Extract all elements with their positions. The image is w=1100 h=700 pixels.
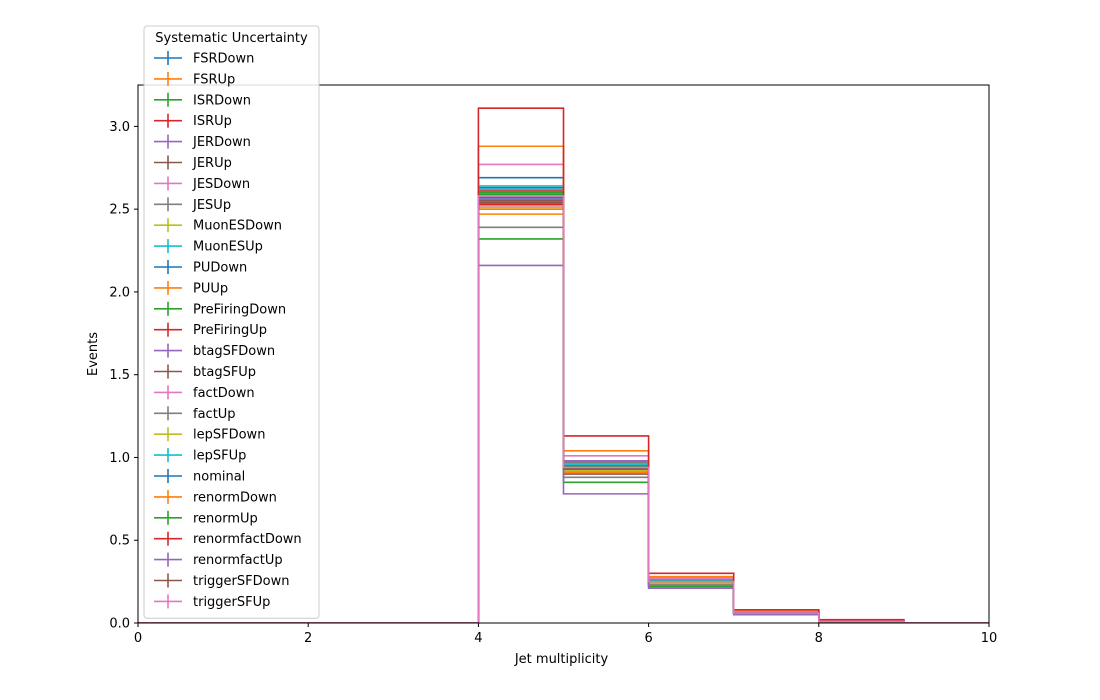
series-line-triggerSFUp [138,195,989,623]
legend-label: renormfactUp [193,553,283,568]
legend-entry: renormfactDown [154,531,302,547]
y-tick-label: 1.5 [109,368,130,383]
legend-entry: renormDown [154,489,277,505]
legend-entry: PreFiringUp [154,322,267,338]
legend-entry: JERDown [154,134,251,150]
legend-title: Systematic Uncertainty [155,31,308,46]
legend-entry: JERUp [154,155,232,171]
legend-entry: lepSFDown [154,427,265,443]
legend-label: lepSFDown [193,428,265,443]
x-tick-label: 10 [981,631,998,646]
legend-entry: FSRUp [154,71,235,87]
legend-label: ISRDown [193,93,251,108]
legend-label: JERUp [192,156,232,171]
x-tick-label: 4 [474,631,482,646]
x-tick-label: 2 [304,631,312,646]
legend-label: btagSFUp [193,365,256,380]
legend-entry: MuonESUp [154,239,263,255]
legend-label: renormUp [193,511,258,526]
legend-entry: triggerSFDown [154,573,289,589]
legend-entry: FSRDown [154,51,254,67]
x-axis-label: Jet multiplicity [514,652,609,667]
legend-entry: JESDown [154,176,250,192]
y-tick-label: 1.0 [109,451,130,466]
x-tick-label: 8 [815,631,823,646]
y-axis-label: Events [86,332,101,376]
legend-entry: PreFiringDown [154,301,286,317]
legend-label: factUp [193,407,236,422]
legend-entry: btagSFDown [154,343,275,359]
y-tick-label: 2.5 [109,203,130,218]
axes: 0 2 4 6 8 10 0.0 0.5 1.0 1.5 2.0 2.5 3.0 [109,84,998,646]
legend-label: renormfactDown [193,532,302,547]
legend-label: FSRUp [193,72,235,87]
plot-area [138,107,989,623]
legend-entry: triggerSFUp [154,594,270,610]
legend-entry: ISRUp [154,113,232,129]
legend-label: PreFiringUp [193,323,267,338]
legend-label: PUUp [193,281,228,296]
legend-entry: PUUp [154,280,228,296]
y-tick-label: 0.5 [109,534,130,549]
legend-label: JERDown [192,135,251,150]
legend-entry: lepSFUp [154,448,246,464]
legend-label: triggerSFUp [193,595,270,610]
legend-label: btagSFDown [193,344,275,359]
legend-entry: renormfactUp [154,552,283,568]
axes-frame [137,84,990,624]
legend-label: triggerSFDown [193,574,289,589]
legend-entry: factDown [154,385,255,401]
legend-entry: nominal [154,469,245,485]
legend-label: JESUp [192,198,231,213]
legend-entry: PUDown [154,260,247,276]
legend-label: PUDown [193,261,247,276]
legend-label: factDown [193,386,255,401]
legend-label: FSRDown [193,52,254,67]
legend-label: PreFiringDown [193,302,286,317]
legend-label: nominal [193,470,245,485]
legend-entry: renormUp [154,510,258,526]
x-tick-label: 6 [644,631,652,646]
legend-entry: MuonESDown [154,218,282,234]
y-tick-label: 2.0 [109,285,130,300]
legend-entry: factUp [154,406,236,422]
y-tick-label: 3.0 [109,120,130,135]
legend-label: renormDown [193,490,277,505]
legend-label: lepSFUp [193,449,246,464]
y-tick-label: 0.0 [109,617,130,632]
x-tick-label: 0 [134,631,142,646]
series-line-renormfactDown [138,107,989,623]
legend-entry: ISRDown [154,92,251,108]
legend-label: ISRUp [193,114,232,129]
legend-entry: JESUp [154,197,231,213]
legend-label: MuonESUp [193,240,263,255]
legend-label: MuonESDown [193,219,282,234]
legend-box [143,25,320,619]
legend-label: JESDown [192,177,250,192]
legend: Systematic Uncertainty FSRDown FSRUp ISRDow… [143,25,320,619]
legend-entry: btagSFUp [154,364,256,380]
